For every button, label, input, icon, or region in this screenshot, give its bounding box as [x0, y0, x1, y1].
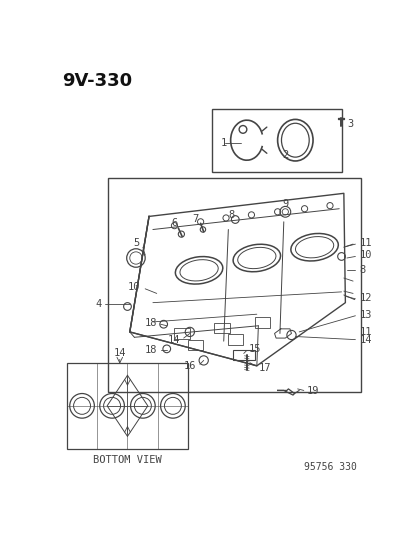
Bar [254, 317, 269, 328]
Text: 9V-330: 9V-330 [62, 72, 132, 90]
Bar [174, 328, 190, 339]
Bar [214, 322, 229, 334]
Text: 14: 14 [358, 335, 371, 345]
Text: 11: 11 [358, 327, 371, 337]
Bar [227, 334, 242, 345]
Text: 95756 330: 95756 330 [303, 462, 356, 472]
Text: 3: 3 [346, 119, 352, 129]
Text: 14: 14 [113, 349, 126, 359]
Text: 4: 4 [95, 299, 101, 309]
Bar [212, 109, 341, 172]
Text: 18: 18 [145, 318, 157, 328]
Text: 7: 7 [192, 214, 198, 224]
Text: 1: 1 [220, 138, 226, 148]
Text: 13: 13 [358, 310, 371, 320]
Text: 19: 19 [306, 386, 318, 396]
Text: 15: 15 [249, 344, 261, 354]
Text: 9: 9 [282, 199, 288, 209]
Text: 5: 5 [133, 238, 140, 248]
Text: 10: 10 [128, 282, 140, 292]
Bar [66, 363, 188, 449]
Bar [108, 178, 360, 392]
Text: 17: 17 [259, 363, 271, 373]
Text: 11: 11 [358, 238, 371, 248]
Text: 18: 18 [145, 345, 157, 356]
Bar [187, 340, 202, 350]
Text: 2: 2 [282, 150, 288, 160]
Text: 6: 6 [171, 219, 177, 228]
Text: 8: 8 [358, 265, 365, 276]
Text: 16: 16 [183, 361, 195, 371]
Bar [233, 350, 254, 360]
Text: 14: 14 [167, 335, 179, 345]
Text: BOTTOM VIEW: BOTTOM VIEW [93, 455, 161, 465]
Text: 8: 8 [228, 210, 234, 220]
Text: 10: 10 [358, 250, 371, 260]
Text: 12: 12 [358, 293, 371, 303]
